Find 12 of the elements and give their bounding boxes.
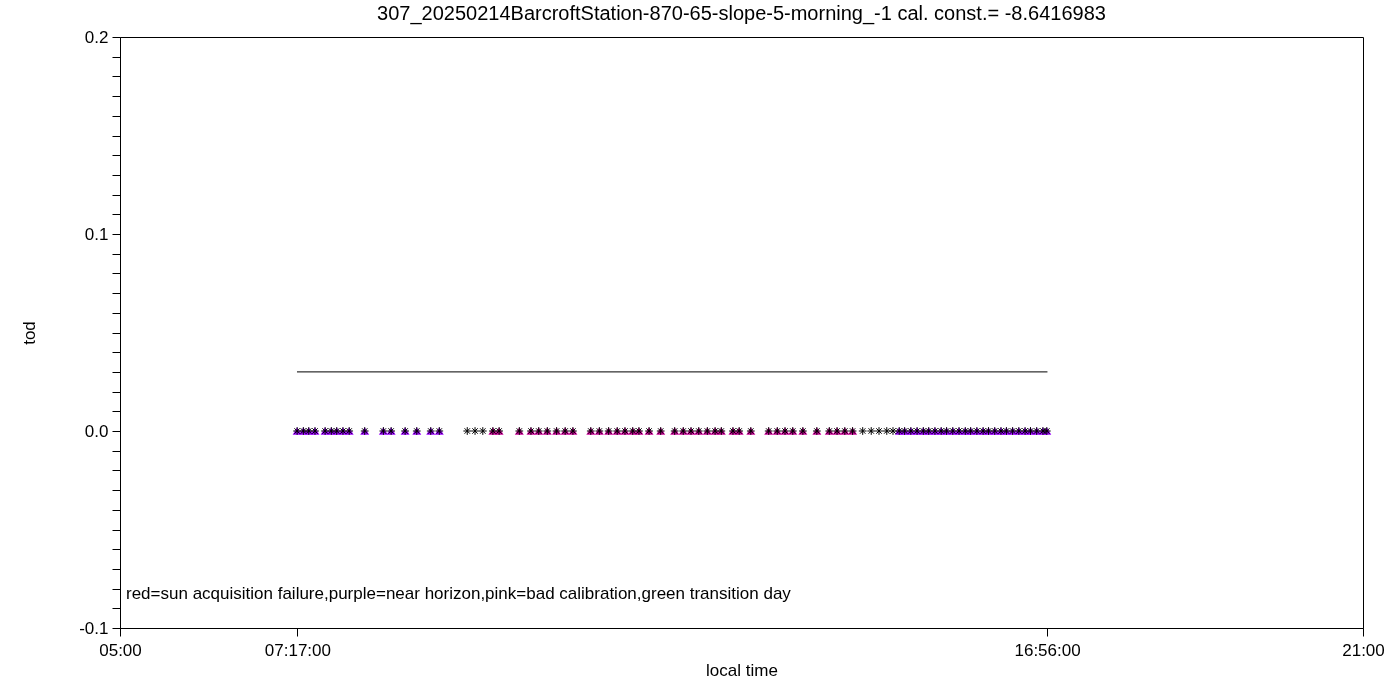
chart-title: 307_20250214BarcroftStation-870-65-slope-5-morning_-1 cal. const.= -8.6416983 <box>377 2 1106 25</box>
annotation: red=sun acquisition failure,purple=near horizon,pink=bad calibration,green transition day <box>126 584 792 603</box>
y-tick-label: 0.0 <box>84 421 109 441</box>
x-axis-title: local time <box>706 660 778 680</box>
y-tick-label: 0.1 <box>84 224 109 244</box>
y-axis-title: tod <box>20 321 40 345</box>
x-tick-label: 05:00 <box>99 640 142 660</box>
x-tick-label: 21:00 <box>1342 640 1385 660</box>
x-tick-label: 07:17:00 <box>264 640 331 660</box>
y-tick-label: -0.1 <box>79 618 109 638</box>
x-tick-label: 16:56:00 <box>1014 640 1081 660</box>
y-tick-label: 0.2 <box>84 27 109 47</box>
